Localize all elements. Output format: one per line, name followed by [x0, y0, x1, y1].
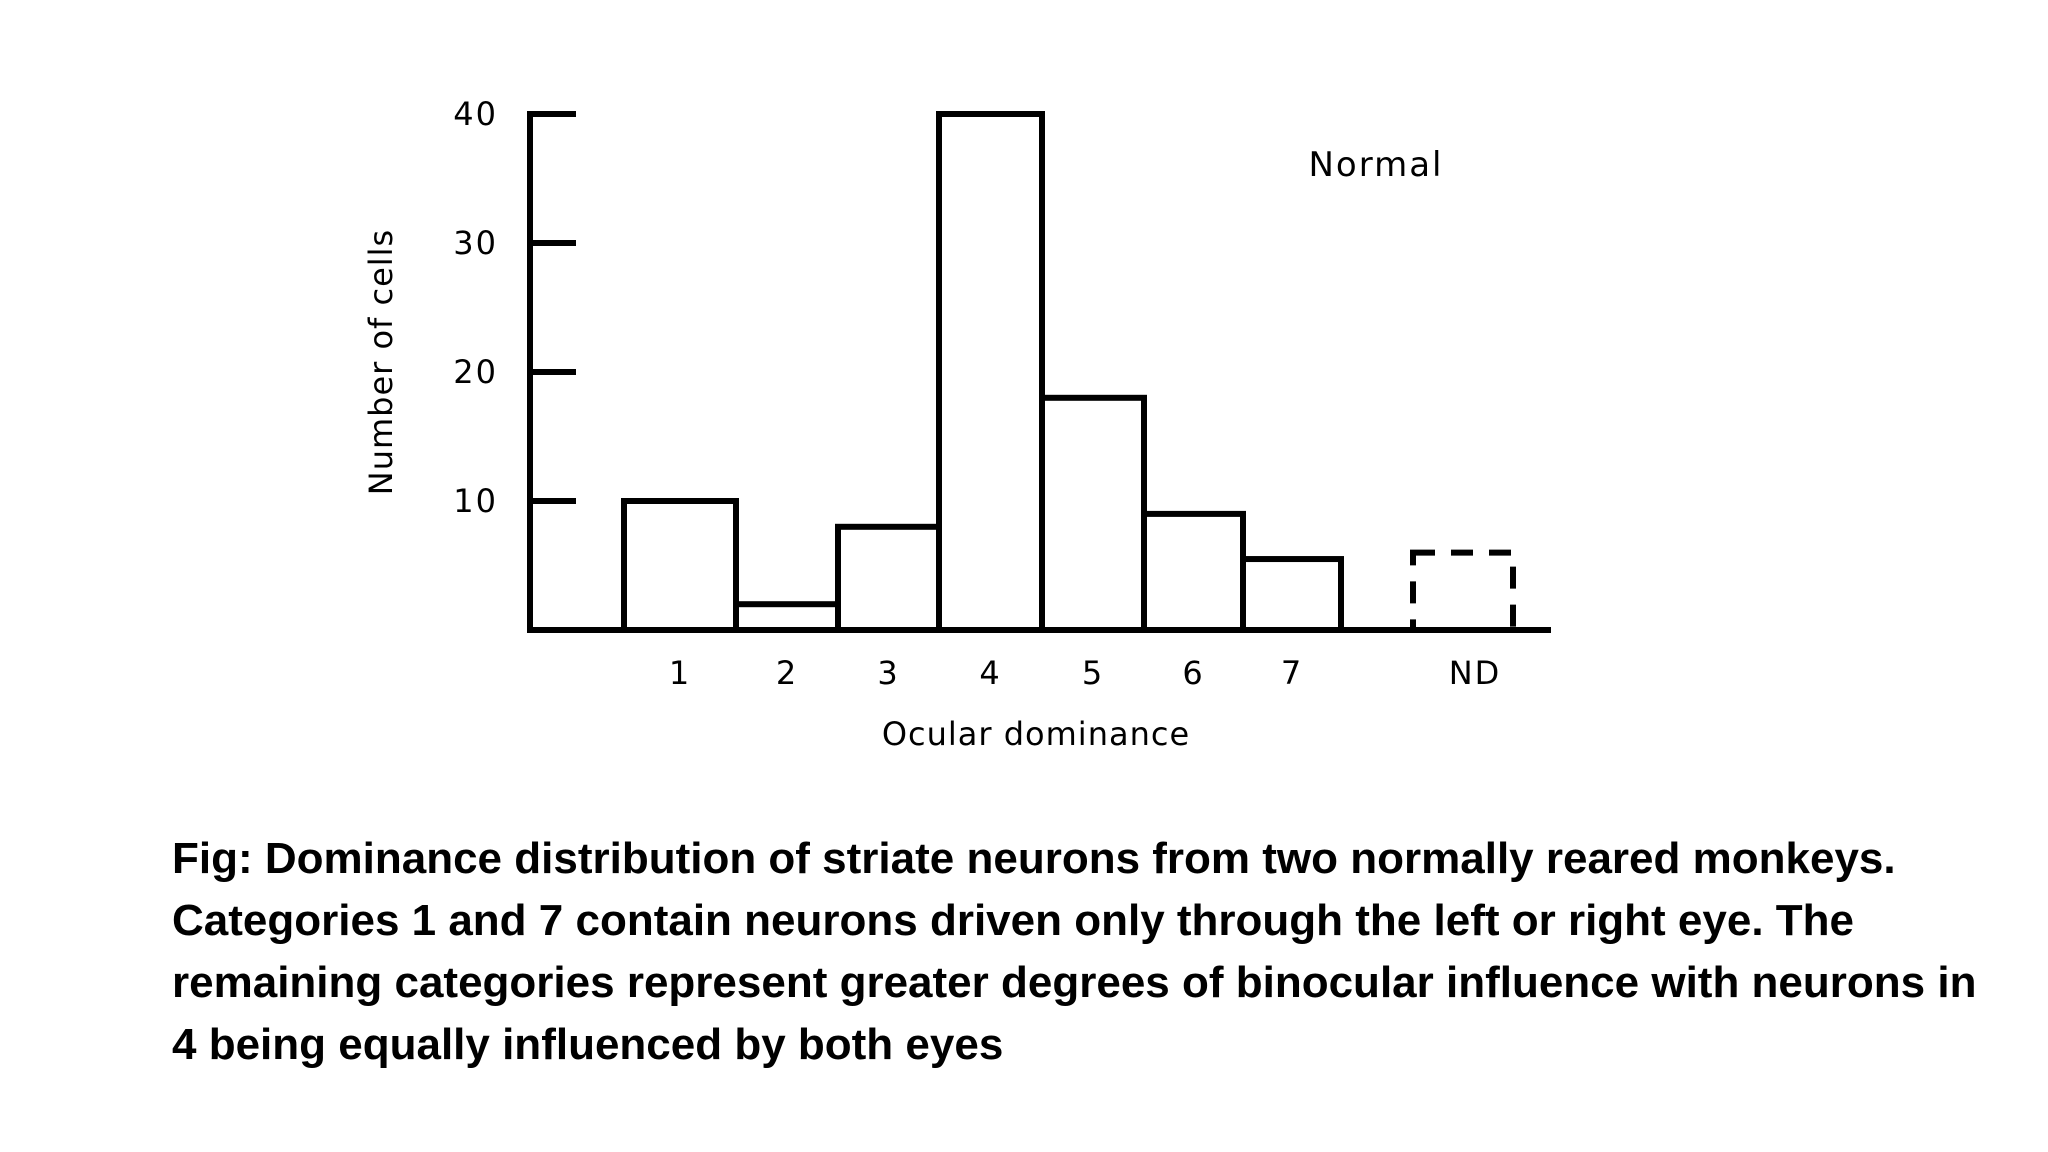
y-axis-title: Number of cells: [362, 229, 400, 495]
bar-7: [1240, 556, 1344, 633]
x-tick-label-6: 6: [1182, 654, 1204, 692]
x-tick-label-5: 5: [1082, 654, 1104, 692]
ocular-dominance-chart: 10 20 30 40 1 2 3 4 5 6 7 ND Number of cells Ocula…: [362, 95, 1551, 753]
bar-2: [733, 601, 841, 634]
bar-1: [621, 498, 739, 633]
bar-3: [835, 523, 942, 633]
bar-nd: [1410, 549, 1516, 633]
x-tick-label-7: 7: [1281, 654, 1303, 692]
y-ticks: 10 20 30 40: [453, 95, 576, 520]
x-axis-title: Ocular dominance: [882, 715, 1190, 753]
x-tick-label-1: 1: [669, 654, 691, 692]
x-tick-label-4: 4: [979, 654, 1001, 692]
x-tick-label-3: 3: [877, 654, 899, 692]
bar-5: [1039, 394, 1147, 633]
y-tick-label-30: 30: [453, 224, 498, 262]
bar-4: [936, 111, 1045, 633]
y-tick-label-40: 40: [453, 95, 498, 133]
x-tick-label-2: 2: [776, 654, 798, 692]
bar-6: [1141, 510, 1246, 634]
x-tick-labels: 1 2 3 4 5 6 7 ND: [669, 654, 1502, 692]
chart-annotation-normal: Normal: [1308, 145, 1443, 185]
y-tick-label-10: 10: [453, 482, 498, 520]
bars-layer: [621, 111, 1516, 634]
figure-caption: Fig: Dominance distribution of striate n…: [172, 834, 1977, 1069]
y-tick-label-20: 20: [453, 353, 498, 391]
x-tick-label-nd: ND: [1449, 654, 1502, 692]
